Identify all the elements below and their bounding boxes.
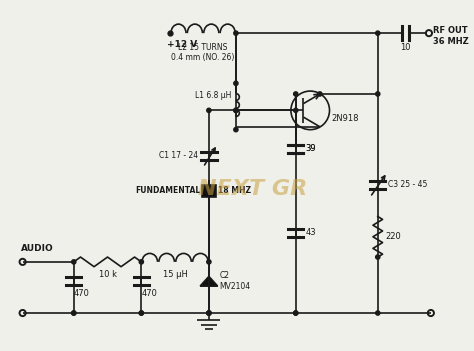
Circle shape <box>293 311 298 315</box>
Circle shape <box>139 311 144 315</box>
Circle shape <box>234 127 238 132</box>
Text: +12 V: +12 V <box>167 40 198 49</box>
Circle shape <box>234 81 238 85</box>
Circle shape <box>293 311 298 315</box>
Circle shape <box>293 108 298 112</box>
Circle shape <box>234 108 238 112</box>
Text: 470: 470 <box>141 289 157 298</box>
Text: L1 6.8 μH: L1 6.8 μH <box>195 91 231 100</box>
Text: 15 μH: 15 μH <box>163 270 188 279</box>
Text: L2 15 TURNS
0.4 mm (NO. 26): L2 15 TURNS 0.4 mm (NO. 26) <box>172 43 235 62</box>
Circle shape <box>376 311 380 315</box>
Polygon shape <box>200 276 218 286</box>
Text: 220: 220 <box>385 232 401 241</box>
Circle shape <box>207 260 211 264</box>
Circle shape <box>293 92 298 96</box>
Circle shape <box>139 260 144 264</box>
Text: NEXT GR: NEXT GR <box>198 179 307 199</box>
Circle shape <box>207 108 211 112</box>
Text: RF OUT
36 MHZ: RF OUT 36 MHZ <box>433 26 468 46</box>
Text: 18 MHZ: 18 MHZ <box>218 186 251 196</box>
Text: AUDIO: AUDIO <box>21 244 54 253</box>
Text: 10: 10 <box>401 43 411 52</box>
Circle shape <box>207 311 211 315</box>
Text: 43: 43 <box>305 229 316 237</box>
Circle shape <box>234 31 238 35</box>
Circle shape <box>376 31 380 35</box>
Circle shape <box>318 92 322 96</box>
Circle shape <box>207 311 211 315</box>
Circle shape <box>72 311 76 315</box>
Text: C2
MV2104: C2 MV2104 <box>219 271 251 291</box>
Text: C3 25 - 45: C3 25 - 45 <box>388 180 428 189</box>
FancyBboxPatch shape <box>202 185 216 197</box>
Text: FUNDAMENTAL: FUNDAMENTAL <box>135 186 200 196</box>
Circle shape <box>72 311 76 315</box>
Circle shape <box>72 260 76 264</box>
Text: 470: 470 <box>74 289 90 298</box>
Circle shape <box>234 108 238 112</box>
Text: 10 k: 10 k <box>99 270 117 279</box>
Circle shape <box>207 311 211 315</box>
Circle shape <box>376 92 380 96</box>
Circle shape <box>139 311 144 315</box>
Circle shape <box>376 255 380 259</box>
Text: 39: 39 <box>305 145 316 153</box>
Text: C1 17 - 24: C1 17 - 24 <box>159 151 198 160</box>
Text: 39: 39 <box>305 145 316 153</box>
Text: 2N918: 2N918 <box>331 114 359 122</box>
